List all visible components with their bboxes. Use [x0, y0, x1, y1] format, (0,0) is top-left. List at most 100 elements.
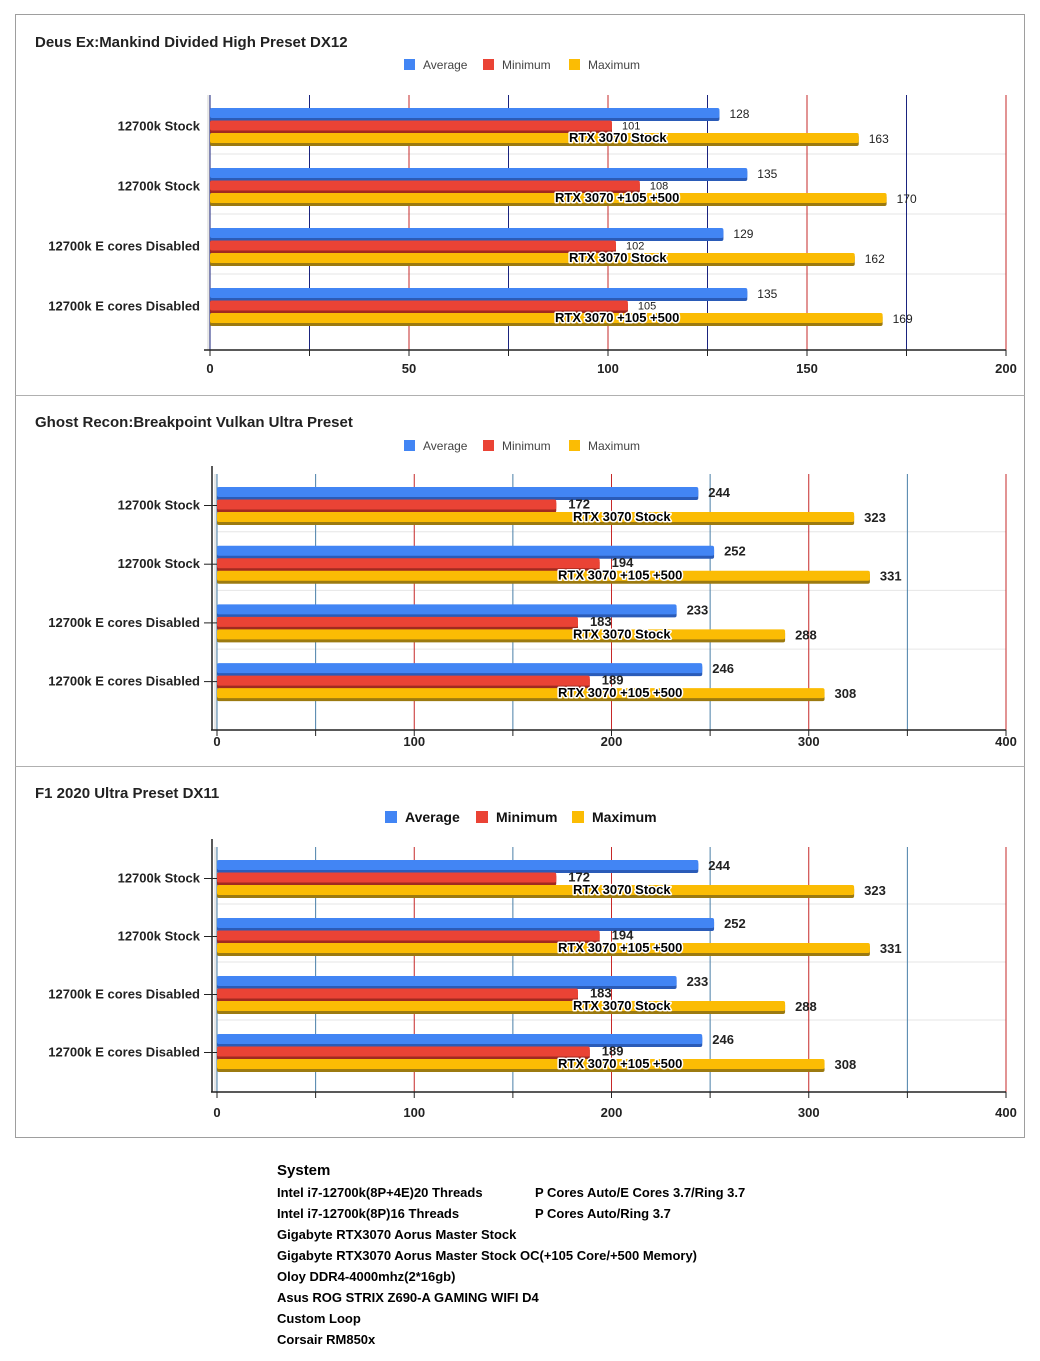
legend-swatch-maximum [569, 440, 580, 451]
x-tick-label: 300 [798, 734, 820, 749]
category-label: 12700k E cores Disabled [48, 674, 200, 689]
bar-group: 12700k Stock 244 172 323 RTX 3070 Stock [118, 485, 886, 526]
x-tick-label: 400 [995, 734, 1017, 749]
value-label-average: 244 [708, 858, 730, 873]
bar-group: 12700k Stock 135 108 170 RTX 3070 +105 +500 [118, 167, 917, 207]
bar-group: 12700k Stock 244 172 323 RTX 3070 Stock [118, 858, 886, 899]
bar-minimum [217, 988, 578, 999]
chart-ghost-recon: Ghost Recon:Breakpoint Vulkan Ultra Pres… [35, 414, 1017, 749]
x-tick-label: 0 [213, 734, 220, 749]
system-row-left: Asus ROG STRIX Z690-A GAMING WIFI D4 [277, 1290, 539, 1305]
bar-annotation: RTX 3070 Stock [573, 882, 671, 897]
x-tick-label: 100 [403, 1105, 425, 1120]
system-row-left: Gigabyte RTX3070 Aorus Master Stock [277, 1227, 517, 1242]
bar-average [217, 604, 677, 615]
legend-label-maximum: Maximum [588, 439, 640, 453]
system-row: Custom Loop [277, 1308, 745, 1329]
x-tick-label: 200 [601, 734, 623, 749]
bar-minimum [210, 180, 640, 191]
legend-swatch-maximum [572, 811, 584, 823]
legend-label-minimum: Minimum [496, 809, 557, 825]
x-tick-label: 100 [597, 361, 619, 376]
value-label-average: 246 [712, 1032, 734, 1047]
value-label-minimum: 194 [612, 928, 634, 943]
value-label-average: 135 [757, 287, 777, 301]
bar-group: 12700k Stock 252 194 331 RTX 3070 +105 +500 [118, 544, 902, 585]
bar-average [217, 1034, 703, 1044]
value-label-maximum: 288 [795, 627, 817, 642]
chart-title: Deus Ex:Mankind Divided High Preset DX12 [35, 34, 348, 51]
bar-minimum [217, 1046, 590, 1057]
system-row: Intel i7-12700k(8P)16 Threads P Cores Aut… [277, 1203, 745, 1224]
bar-group: 12700k E cores Disabled 233 183 288 RTX 3070… [48, 602, 817, 643]
category-label: 12700k Stock [118, 119, 201, 134]
legend-swatch-maximum [569, 59, 580, 70]
value-label-maximum: 323 [864, 510, 886, 525]
category-label: 12700k Stock [118, 498, 201, 513]
value-label-average: 246 [712, 661, 734, 676]
category-label: 12700k Stock [118, 556, 201, 571]
bar-minimum [210, 120, 612, 131]
legend-swatch-minimum [483, 440, 494, 451]
bar-annotation: RTX 3070 +105 +500 [558, 568, 682, 583]
bar-maximum [217, 570, 870, 581]
value-label-minimum: 189 [602, 673, 624, 688]
chart-panel-deus-ex: Deus Ex:Mankind Divided High Preset DX12… [15, 14, 1025, 396]
value-label-maximum: 331 [880, 569, 902, 584]
system-row: Corsair RM850x [277, 1329, 745, 1350]
bar-maximum [210, 133, 859, 143]
value-label-maximum: 163 [869, 132, 889, 146]
bar-group: 12700k E cores Disabled 135 105 169 RTX 3070… [48, 287, 913, 327]
bar-annotation: RTX 3070 +105 +500 [558, 940, 682, 955]
bar-annotation: RTX 3070 Stock [573, 509, 671, 524]
category-label: 12700k Stock [118, 929, 201, 944]
legend-label-average: Average [423, 439, 468, 453]
chart-legend: Average Minimum Maximum [404, 439, 640, 453]
value-label-average: 252 [724, 916, 746, 931]
x-tick-label: 0 [213, 1105, 220, 1120]
bar-minimum [217, 872, 557, 883]
bar-annotation: RTX 3070 Stock [573, 626, 671, 641]
x-tick-label: 400 [995, 1105, 1017, 1120]
system-row-left: Custom Loop [277, 1311, 361, 1326]
system-row-left: Corsair RM850x [277, 1332, 376, 1347]
system-title: System [277, 1162, 331, 1179]
bar-average [210, 168, 748, 178]
system-row-left: Intel i7-12700k(8P)16 Threads [277, 1206, 460, 1221]
bar-annotation: RTX 3070 +105 +500 [555, 190, 679, 205]
bar-maximum [210, 313, 883, 323]
bar-minimum [210, 240, 616, 251]
bar-maximum [217, 943, 870, 953]
value-label-maximum: 288 [795, 999, 817, 1014]
value-label-maximum: 169 [893, 312, 913, 326]
value-label-average: 233 [687, 602, 709, 617]
chart-f1-2020: F1 2020 Ultra Preset DX11 Average Minimum M… [35, 785, 1017, 1120]
bar-average [217, 663, 703, 674]
bar-group: 12700k E cores Disabled 233 183 288 RTX 3070… [48, 974, 817, 1015]
value-label-average: 233 [687, 974, 709, 989]
bar-maximum [217, 885, 855, 895]
bar-minimum [217, 930, 600, 941]
legend-label-minimum: Minimum [502, 58, 551, 72]
chart-deus-ex: Deus Ex:Mankind Divided High Preset DX12… [35, 34, 1017, 376]
system-row: Intel i7-12700k(8P+4E)20 Threads P Cores … [277, 1182, 745, 1203]
legend-label-maximum: Maximum [592, 809, 657, 825]
system-row-right: P Cores Auto/Ring 3.7 [535, 1206, 671, 1221]
value-label-average: 252 [724, 544, 746, 559]
system-row-left: Intel i7-12700k(8P+4E)20 Threads [277, 1185, 483, 1200]
system-row: Asus ROG STRIX Z690-A GAMING WIFI D4 [277, 1287, 745, 1308]
bar-maximum [210, 193, 887, 203]
system-row: Oloy DDR4-4000mhz(2*16gb) [277, 1266, 745, 1287]
chart-title: Ghost Recon:Breakpoint Vulkan Ultra Pres… [35, 414, 353, 431]
value-label-maximum: 308 [835, 686, 857, 701]
value-label-minimum: 189 [602, 1044, 624, 1059]
bar-average [210, 108, 720, 118]
legend-swatch-average [404, 440, 415, 451]
bar-group: 12700k E cores Disabled 246 189 308 RTX 3070… [48, 1032, 856, 1073]
category-label: 12700k Stock [118, 179, 201, 194]
value-label-maximum: 323 [864, 883, 886, 898]
bar-minimum [217, 499, 557, 510]
bar-annotation: RTX 3070 Stock [569, 250, 667, 265]
value-label-minimum: 172 [568, 497, 590, 512]
value-label-minimum: 183 [590, 614, 612, 629]
